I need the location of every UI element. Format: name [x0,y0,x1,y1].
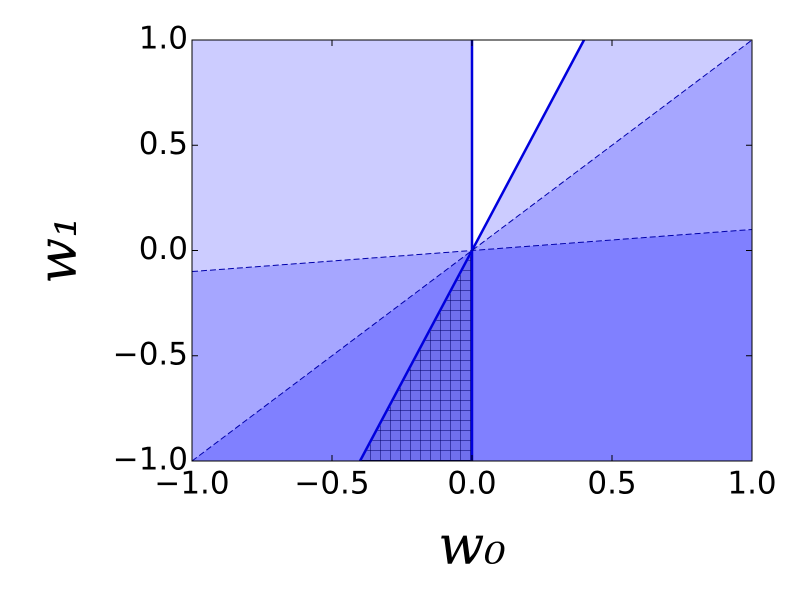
y-tick-label: −1.0 [113,442,188,478]
x-tick-label: −1.0 [154,466,229,502]
x-tick-label: 1.0 [727,466,776,502]
y-tick-label: 1.0 [139,21,188,57]
y-tick-label: −0.5 [113,336,188,372]
x-tick-label: 0.5 [587,466,636,502]
x-tick-label: −0.5 [294,466,369,502]
region [192,40,472,272]
x-axis-label: w₀ [438,514,506,577]
plot-area [191,39,753,462]
y-tick-label: 0.0 [139,231,188,267]
x-tick-label: 0.0 [447,466,496,502]
y-axis-label: w₁ [26,216,89,284]
boundary-line [191,228,753,273]
y-tick-label: 0.5 [139,126,188,162]
region [472,229,752,461]
